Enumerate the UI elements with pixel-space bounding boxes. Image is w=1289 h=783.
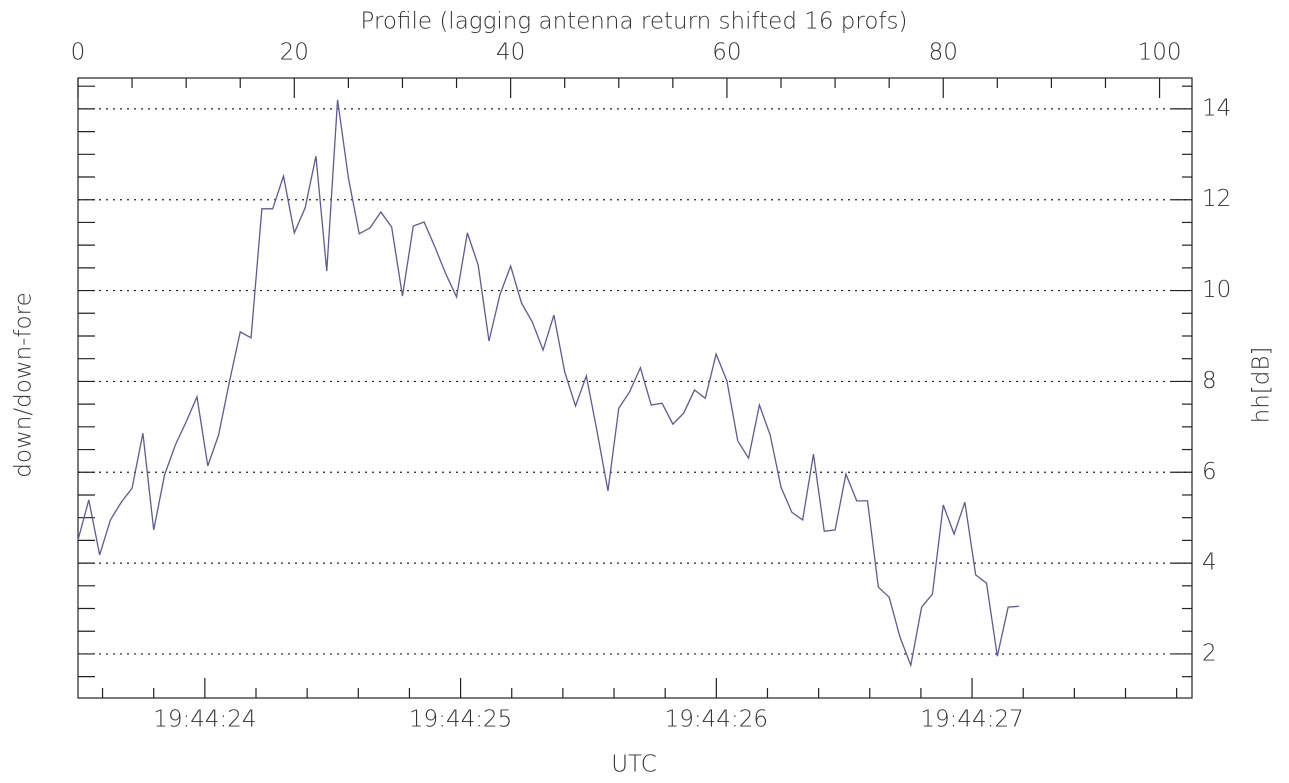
y-tick-label: 8 [1202, 368, 1217, 394]
plot-frame [77, 77, 1193, 699]
data-line [77, 99, 1020, 668]
x-tick-label-top: 80 [929, 40, 958, 66]
y-tick-label: 4 [1202, 550, 1217, 576]
chart-title: Profile (lagging antenna return shifted … [361, 9, 908, 35]
y-tick-label: 2 [1202, 640, 1217, 666]
x-tick-label-top: 40 [496, 40, 525, 66]
y-tick-label: 6 [1202, 459, 1217, 485]
x-tick-label-top: 60 [712, 40, 741, 66]
x-tick-label: 19:44:24 [153, 707, 256, 733]
x-axis-label: UTC [611, 752, 657, 778]
y-tick-label: 10 [1202, 277, 1231, 303]
y-axis-label-right: hh[dB] [1249, 347, 1275, 424]
y-axis-label: down/down-fore [11, 292, 37, 477]
y-tick-label: 14 [1202, 95, 1231, 121]
x-tick-label-top: 0 [71, 40, 86, 66]
y-tick-label: 12 [1202, 186, 1231, 212]
x-tick-label: 19:44:25 [409, 707, 512, 733]
x-tick-label-top: 100 [1138, 40, 1182, 66]
x-tick-label-top: 20 [280, 40, 309, 66]
x-tick-label: 19:44:26 [665, 707, 768, 733]
x-tick-label: 19:44:27 [920, 707, 1023, 733]
